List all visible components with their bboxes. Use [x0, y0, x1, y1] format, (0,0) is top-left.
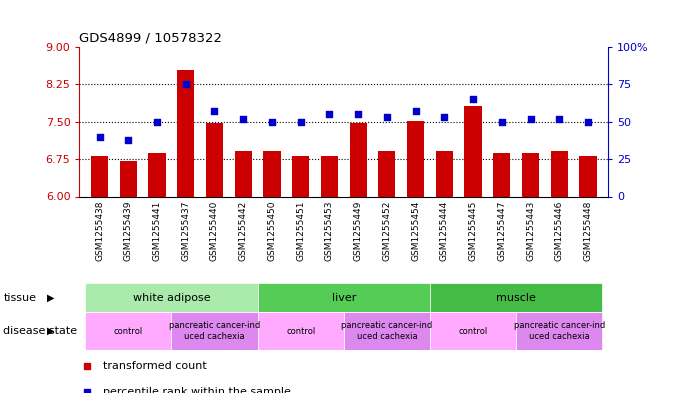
Bar [350, 123, 367, 196]
Text: GSM1255438: GSM1255438 [95, 201, 104, 261]
Bar [579, 156, 596, 196]
Text: pancreatic cancer-ind
uced cachexia: pancreatic cancer-ind uced cachexia [513, 321, 605, 341]
Point [123, 137, 134, 143]
Text: GSM1255443: GSM1255443 [526, 201, 535, 261]
Text: percentile rank within the sample: percentile rank within the sample [103, 387, 291, 393]
Text: control: control [286, 327, 315, 336]
Point [496, 119, 507, 125]
Point [468, 96, 479, 103]
Point [553, 116, 565, 122]
Text: GSM1255452: GSM1255452 [382, 201, 391, 261]
Bar [120, 161, 137, 196]
Text: GSM1255439: GSM1255439 [124, 201, 133, 261]
Bar [85, 283, 258, 312]
Bar [91, 156, 108, 196]
Bar [292, 156, 310, 196]
Text: ▶: ▶ [47, 293, 55, 303]
Text: liver: liver [332, 293, 356, 303]
Bar [378, 151, 395, 196]
Bar [407, 121, 424, 196]
Point [324, 111, 335, 118]
Bar [430, 283, 603, 312]
Bar [149, 153, 166, 196]
Point [94, 134, 105, 140]
Point [525, 116, 536, 122]
Bar [551, 151, 568, 196]
Text: GSM1255444: GSM1255444 [440, 201, 449, 261]
Text: GSM1255441: GSM1255441 [153, 201, 162, 261]
Text: GSM1255446: GSM1255446 [555, 201, 564, 261]
Point [209, 108, 220, 114]
Text: white adipose: white adipose [133, 293, 210, 303]
Bar [344, 312, 430, 350]
Bar [258, 312, 344, 350]
Text: disease state: disease state [3, 326, 77, 336]
Point [439, 114, 450, 121]
Bar [206, 123, 223, 196]
Bar [464, 106, 482, 196]
Text: GSM1255451: GSM1255451 [296, 201, 305, 261]
Bar [258, 283, 430, 312]
Bar [430, 312, 516, 350]
Text: GSM1255449: GSM1255449 [354, 201, 363, 261]
Bar [493, 153, 511, 196]
Text: pancreatic cancer-ind
uced cachexia: pancreatic cancer-ind uced cachexia [341, 321, 433, 341]
Text: GSM1255454: GSM1255454 [411, 201, 420, 261]
Text: muscle: muscle [496, 293, 536, 303]
Point [352, 111, 363, 118]
Text: GSM1255447: GSM1255447 [498, 201, 507, 261]
Text: pancreatic cancer-ind
uced cachexia: pancreatic cancer-ind uced cachexia [169, 321, 260, 341]
Text: GSM1255440: GSM1255440 [210, 201, 219, 261]
Text: GSM1255442: GSM1255442 [238, 201, 247, 261]
Point [583, 119, 594, 125]
Text: GSM1255448: GSM1255448 [583, 201, 592, 261]
Bar [321, 156, 338, 196]
Point [267, 119, 278, 125]
Text: transformed count: transformed count [103, 362, 207, 371]
Text: tissue: tissue [3, 293, 37, 303]
Bar [263, 151, 281, 196]
Text: ▶: ▶ [47, 326, 55, 336]
Bar [85, 312, 171, 350]
Text: GSM1255437: GSM1255437 [181, 201, 190, 261]
Point [410, 108, 421, 114]
Bar [516, 312, 603, 350]
Point [151, 119, 162, 125]
Bar [177, 70, 194, 196]
Text: GSM1255453: GSM1255453 [325, 201, 334, 261]
Point [381, 114, 392, 121]
Bar [235, 151, 252, 196]
Text: GSM1255450: GSM1255450 [267, 201, 276, 261]
Bar [522, 153, 539, 196]
Text: GDS4899 / 10578322: GDS4899 / 10578322 [79, 31, 223, 44]
Text: control: control [114, 327, 143, 336]
Point [295, 119, 306, 125]
Bar [171, 312, 258, 350]
Text: control: control [458, 327, 488, 336]
Text: GSM1255445: GSM1255445 [468, 201, 477, 261]
Bar [436, 151, 453, 196]
Point [238, 116, 249, 122]
Point [180, 81, 191, 88]
